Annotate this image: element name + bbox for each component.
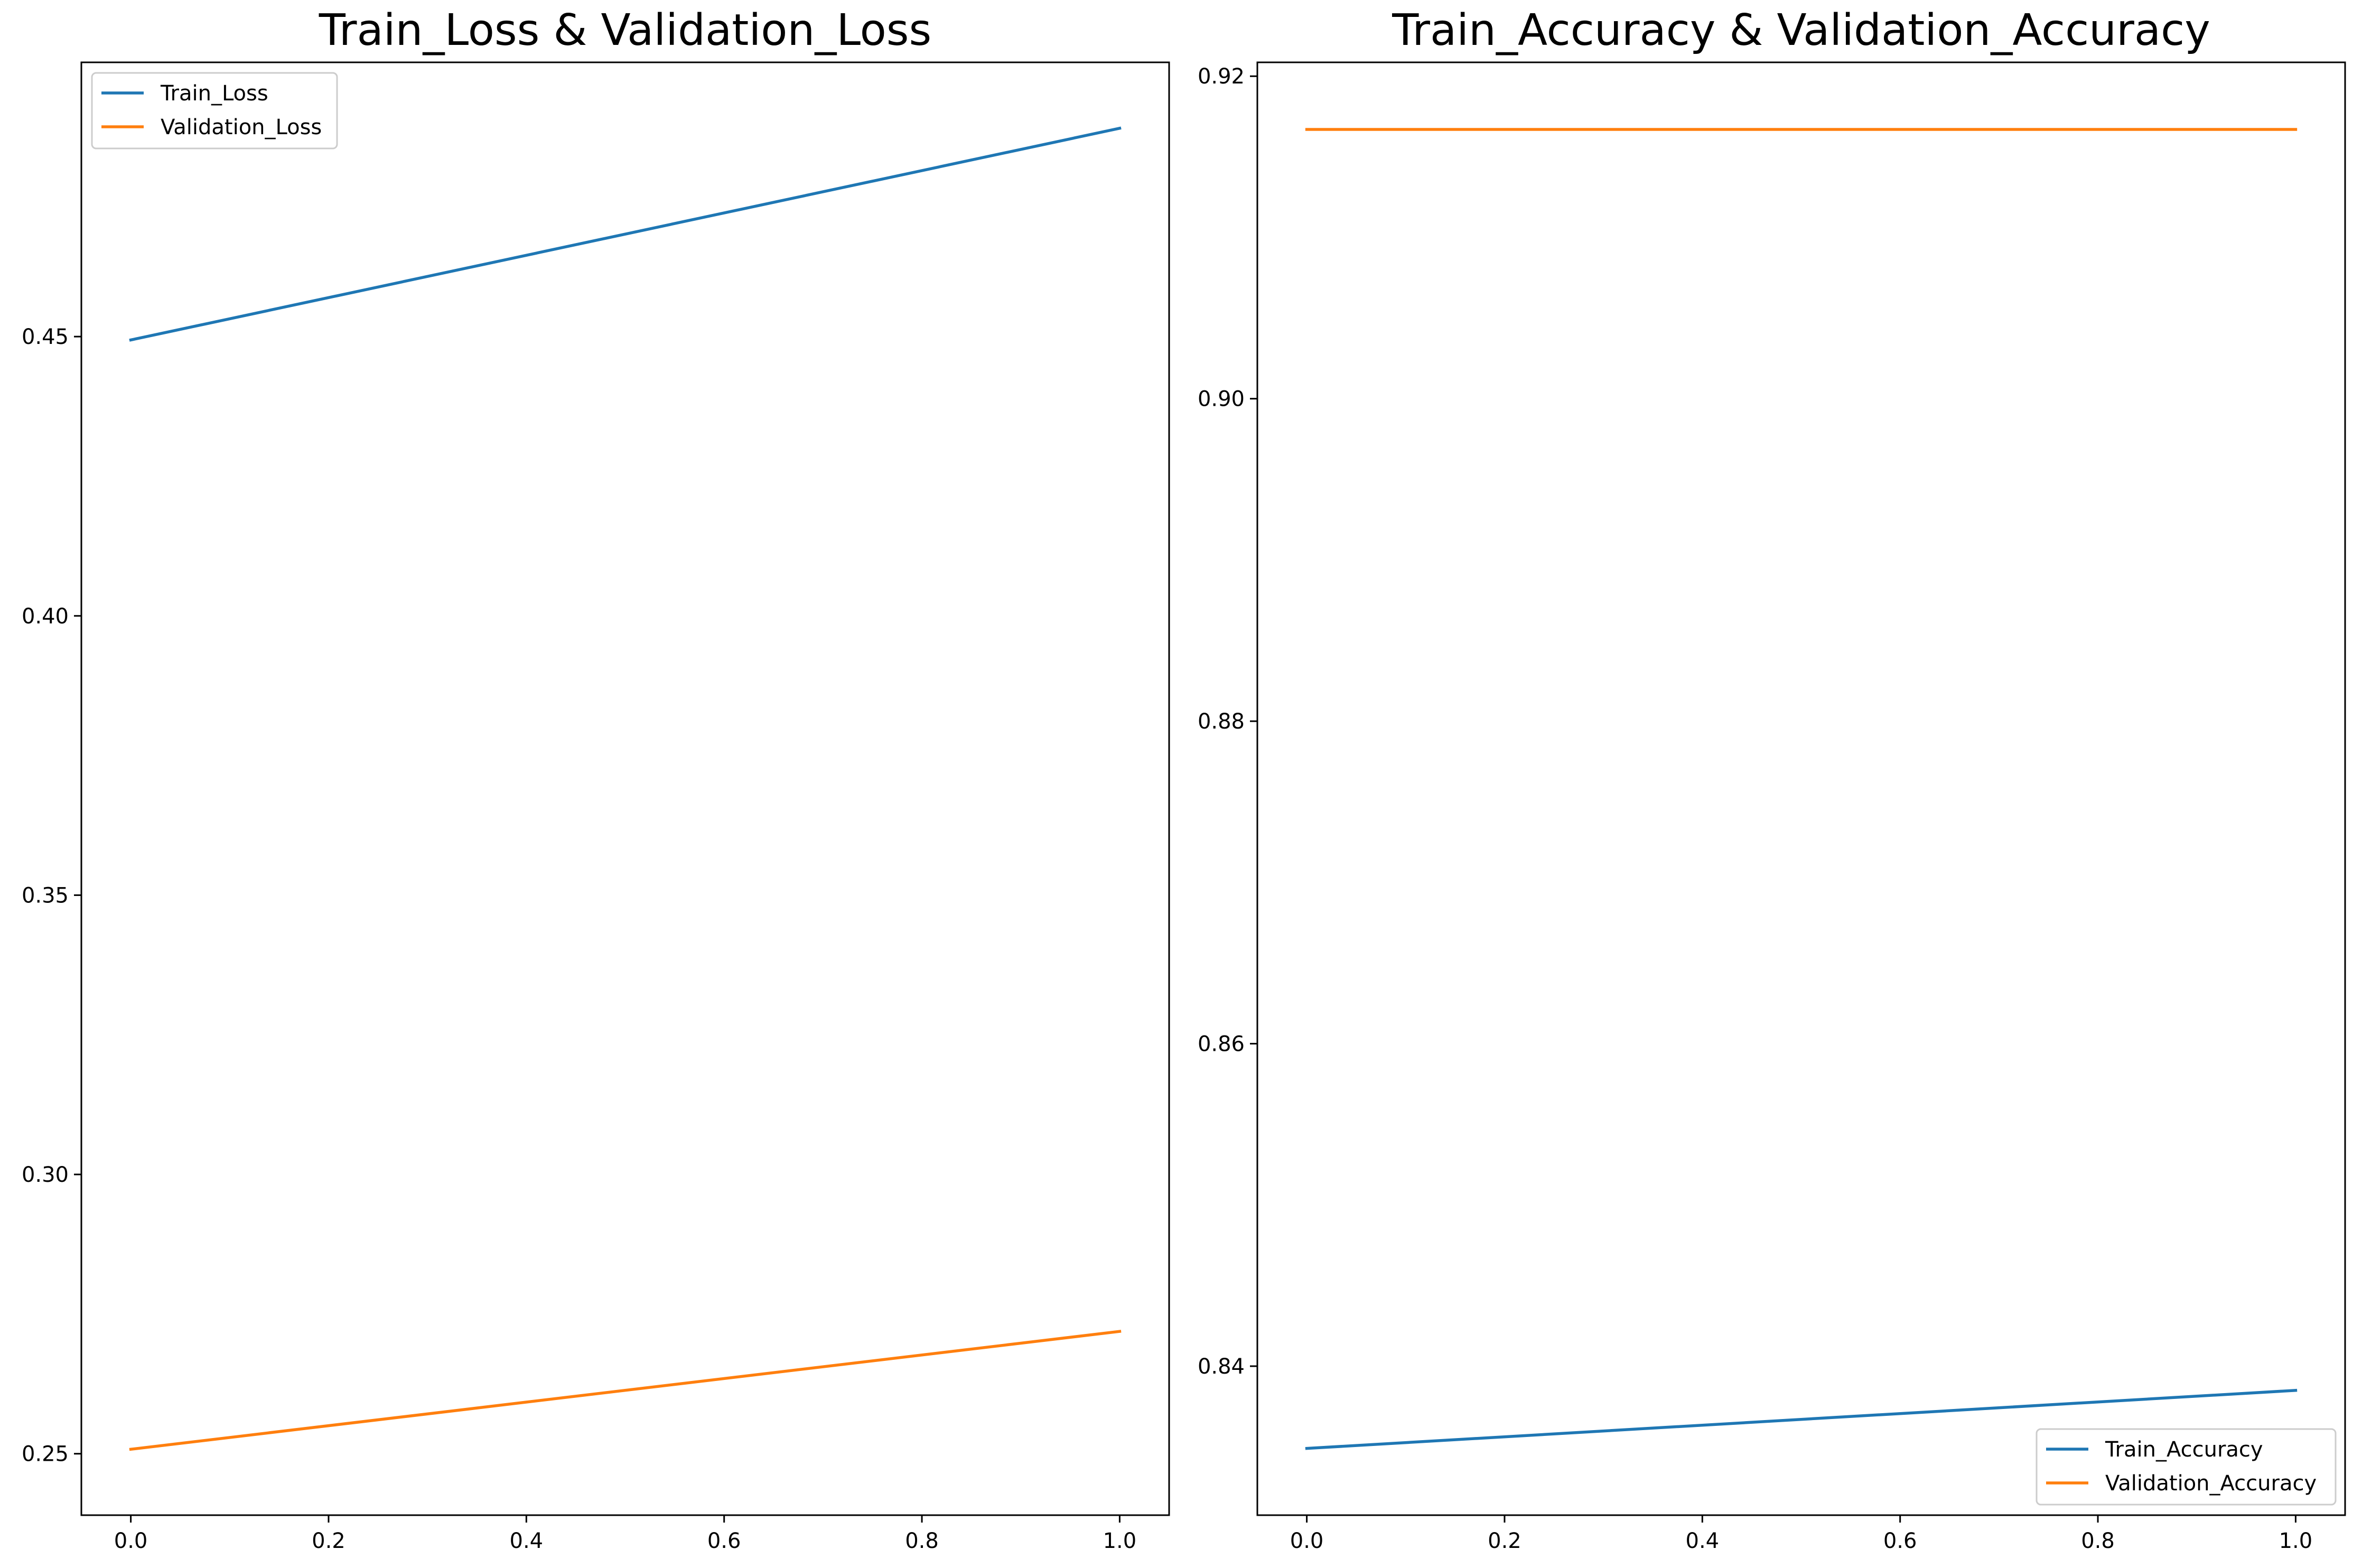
legend-box: [2036, 1428, 2337, 1506]
y-tick-label: 0.92: [1198, 64, 1245, 89]
y-tick-label: 0.40: [22, 604, 69, 629]
x-tick-label: 0.2: [1488, 1529, 1521, 1553]
plot-frame: [1256, 61, 2346, 1516]
plot-frame: [80, 61, 1170, 1516]
x-tick-label: 0.0: [1290, 1529, 1324, 1553]
legend-label: Validation_Accuracy: [2105, 1471, 2317, 1496]
series-line-validation-loss: [129, 1330, 1122, 1451]
x-tick-label: 0.0: [114, 1529, 148, 1553]
legend-label: Train_Loss: [160, 81, 268, 106]
series-line-train-accuracy: [1305, 1388, 2298, 1450]
x-tick-label: 1.0: [1103, 1529, 1137, 1553]
x-tick-label: 0.6: [1883, 1529, 1917, 1553]
loss-subplot: Train_Loss & Validation_Loss 0.0 0.2 0.4 0.6…: [22, 5, 1170, 1553]
x-tick-label: 0.6: [707, 1529, 741, 1553]
x-tick-label: 1.0: [2279, 1529, 2313, 1553]
legend-box: [91, 72, 338, 150]
y-tick-label: 0.30: [22, 1163, 69, 1187]
x-tick-label: 0.4: [510, 1529, 544, 1553]
x-tick-label: 0.4: [1686, 1529, 1720, 1553]
legend-label: Validation_Loss: [161, 115, 322, 139]
series-line-train-loss: [129, 126, 1122, 342]
x-tick-label: 0.8: [2081, 1529, 2115, 1553]
accuracy-subplot: Train_Accuracy & Validation_Accuracy 0.0 0…: [1198, 5, 2346, 1553]
legend: Train_Accuracy Validation_Accuracy: [2036, 1428, 2337, 1506]
y-tick-label: 0.88: [1198, 710, 1245, 734]
y-tick-label: 0.84: [1198, 1355, 1245, 1379]
x-tick-label: 0.8: [905, 1529, 939, 1553]
chart-title: Train_Accuracy & Validation_Accuracy: [1392, 5, 2210, 55]
x-tick-label: 0.2: [312, 1529, 346, 1553]
y-tick-label: 0.25: [22, 1442, 69, 1467]
y-tick-label: 0.45: [22, 325, 69, 349]
y-tick-label: 0.35: [22, 883, 69, 908]
y-tick-label: 0.90: [1198, 387, 1245, 412]
legend: Train_Loss Validation_Loss: [91, 72, 338, 150]
legend-label: Train_Accuracy: [2105, 1438, 2263, 1462]
y-tick-label: 0.86: [1198, 1032, 1245, 1057]
chart-title: Train_Loss & Validation_Loss: [319, 5, 931, 55]
